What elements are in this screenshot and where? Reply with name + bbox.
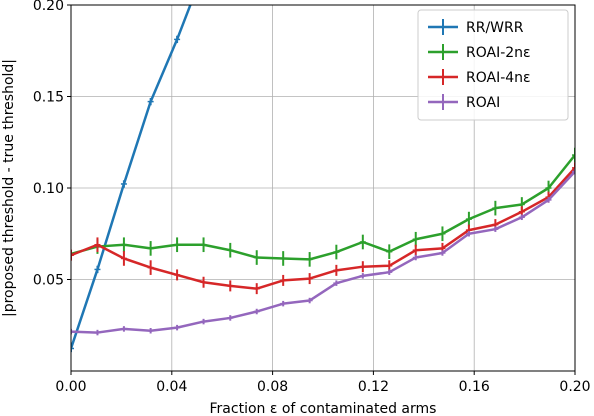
y-axis-label: |proposed threshold - true threshold| <box>1 59 17 317</box>
x-tick-label: 0.12 <box>358 379 389 395</box>
legend-label: ROAI-4nε <box>466 70 531 86</box>
legend-item: ROAI-2nε <box>428 44 531 61</box>
series-line <box>71 154 575 261</box>
x-tick-label: 0.00 <box>55 379 86 395</box>
x-tick-label: 0.08 <box>257 379 288 395</box>
series-0 <box>71 5 192 353</box>
series-line <box>71 170 575 334</box>
x-axis-label: Fraction ε of contaminated arms <box>210 401 437 416</box>
series-line <box>71 167 575 290</box>
y-tick-label: 0.05 <box>33 273 64 289</box>
series-line <box>71 5 192 349</box>
series-layer <box>71 5 575 353</box>
legend-label: ROAI-2nε <box>466 45 531 61</box>
y-tick-label: 0.15 <box>33 90 64 106</box>
legend-item: ROAI-4nε <box>428 69 531 86</box>
x-tick-label: 0.16 <box>459 379 490 395</box>
legend-item: ROAI <box>428 94 500 111</box>
y-tick-label: 0.10 <box>33 181 64 197</box>
legend: RR/WRR ROAI-2nε ROAI-4nε ROAI <box>417 9 569 121</box>
series-3 <box>71 168 575 336</box>
legend-item: RR/WRR <box>428 19 524 36</box>
ticks: 0.00 0.04 0.08 0.12 0.16 0.20 0.05 0.10 0.15 0.20 <box>33 0 591 395</box>
x-tick-label: 0.20 <box>559 379 590 395</box>
legend-label: ROAI <box>466 95 500 111</box>
legend-label: RR/WRR <box>466 20 524 36</box>
y-tick-label: 0.20 <box>33 0 64 14</box>
series-2 <box>71 162 575 295</box>
series-1 <box>71 147 575 267</box>
x-tick-label: 0.04 <box>156 379 187 395</box>
legend-box <box>417 9 569 121</box>
